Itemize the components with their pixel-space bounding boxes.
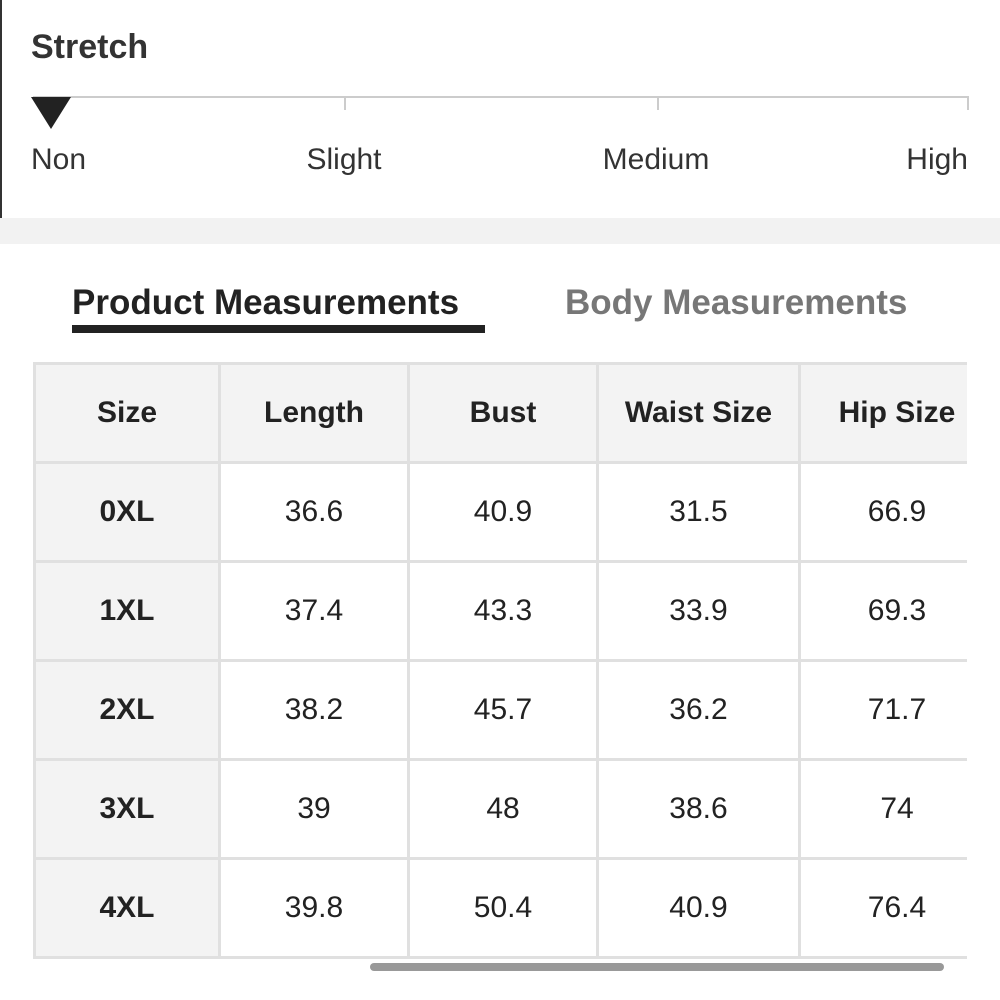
stretch-title: Stretch bbox=[31, 28, 149, 66]
stretch-level: Slight bbox=[306, 143, 382, 176]
value-cell: 31.5 bbox=[596, 461, 801, 563]
header-row: Size Length Bust Waist Size Hip Size bbox=[33, 362, 967, 464]
value-cell: 37.4 bbox=[218, 560, 410, 662]
separator bbox=[0, 218, 1000, 244]
value-cell: 45.7 bbox=[407, 659, 599, 761]
stretch-tick bbox=[657, 96, 659, 110]
value-cell: 38.2 bbox=[218, 659, 410, 761]
table-container: Size Length Bust Waist Size Hip Size 0XL 36.6 4… bbox=[33, 362, 967, 978]
table-row: 2XL 38.2 45.7 36.2 71.7 bbox=[33, 659, 967, 761]
value-cell: 71.7 bbox=[798, 659, 967, 761]
header-cell: Hip Size bbox=[798, 362, 967, 464]
value-cell: 66.9 bbox=[798, 461, 967, 563]
stretch-track bbox=[33, 96, 969, 98]
value-cell: 39.8 bbox=[218, 857, 410, 959]
value-cell: 74 bbox=[798, 758, 967, 860]
header-cell: Length bbox=[218, 362, 410, 464]
table-row: 3XL 39 48 38.6 74 bbox=[33, 758, 967, 860]
size-cell: 3XL bbox=[33, 758, 221, 860]
header-cell: Waist Size bbox=[596, 362, 801, 464]
header-cell: Size bbox=[33, 362, 221, 464]
value-cell: 40.9 bbox=[596, 857, 801, 959]
edge-line bbox=[0, 0, 2, 218]
size-cell: 1XL bbox=[33, 560, 221, 662]
header-cell: Bust bbox=[407, 362, 599, 464]
value-cell: 36.2 bbox=[596, 659, 801, 761]
value-cell: 39 bbox=[218, 758, 410, 860]
size-cell: 2XL bbox=[33, 659, 221, 761]
table-row: 0XL 36.6 40.9 31.5 66.9 bbox=[33, 461, 967, 563]
value-cell: 69.3 bbox=[798, 560, 967, 662]
stretch-tick bbox=[967, 96, 969, 110]
stretch-tick bbox=[344, 96, 346, 110]
stretch-level: Medium bbox=[602, 143, 710, 176]
value-cell: 76.4 bbox=[798, 857, 967, 959]
scrollbar[interactable] bbox=[370, 963, 944, 971]
stretch-level: High bbox=[906, 143, 968, 176]
value-cell: 38.6 bbox=[596, 758, 801, 860]
value-cell: 36.6 bbox=[218, 461, 410, 563]
tab[interactable]: Body Measurements bbox=[565, 283, 908, 322]
size-table: Size Length Bust Waist Size Hip Size 0XL 36.6 4… bbox=[33, 362, 967, 959]
value-cell: 50.4 bbox=[407, 857, 599, 959]
tab-underline bbox=[72, 325, 485, 333]
tab[interactable]: Product Measurements bbox=[72, 283, 460, 322]
stretch-marker bbox=[31, 97, 71, 129]
value-cell: 48 bbox=[407, 758, 599, 860]
value-cell: 43.3 bbox=[407, 560, 599, 662]
size-cell: 0XL bbox=[33, 461, 221, 563]
value-cell: 33.9 bbox=[596, 560, 801, 662]
table-row: 1XL 37.4 43.3 33.9 69.3 bbox=[33, 560, 967, 662]
stretch-level: Non bbox=[31, 143, 87, 176]
size-cell: 4XL bbox=[33, 857, 221, 959]
value-cell: 40.9 bbox=[407, 461, 599, 563]
table-row: 4XL 39.8 50.4 40.9 76.4 bbox=[33, 857, 967, 959]
